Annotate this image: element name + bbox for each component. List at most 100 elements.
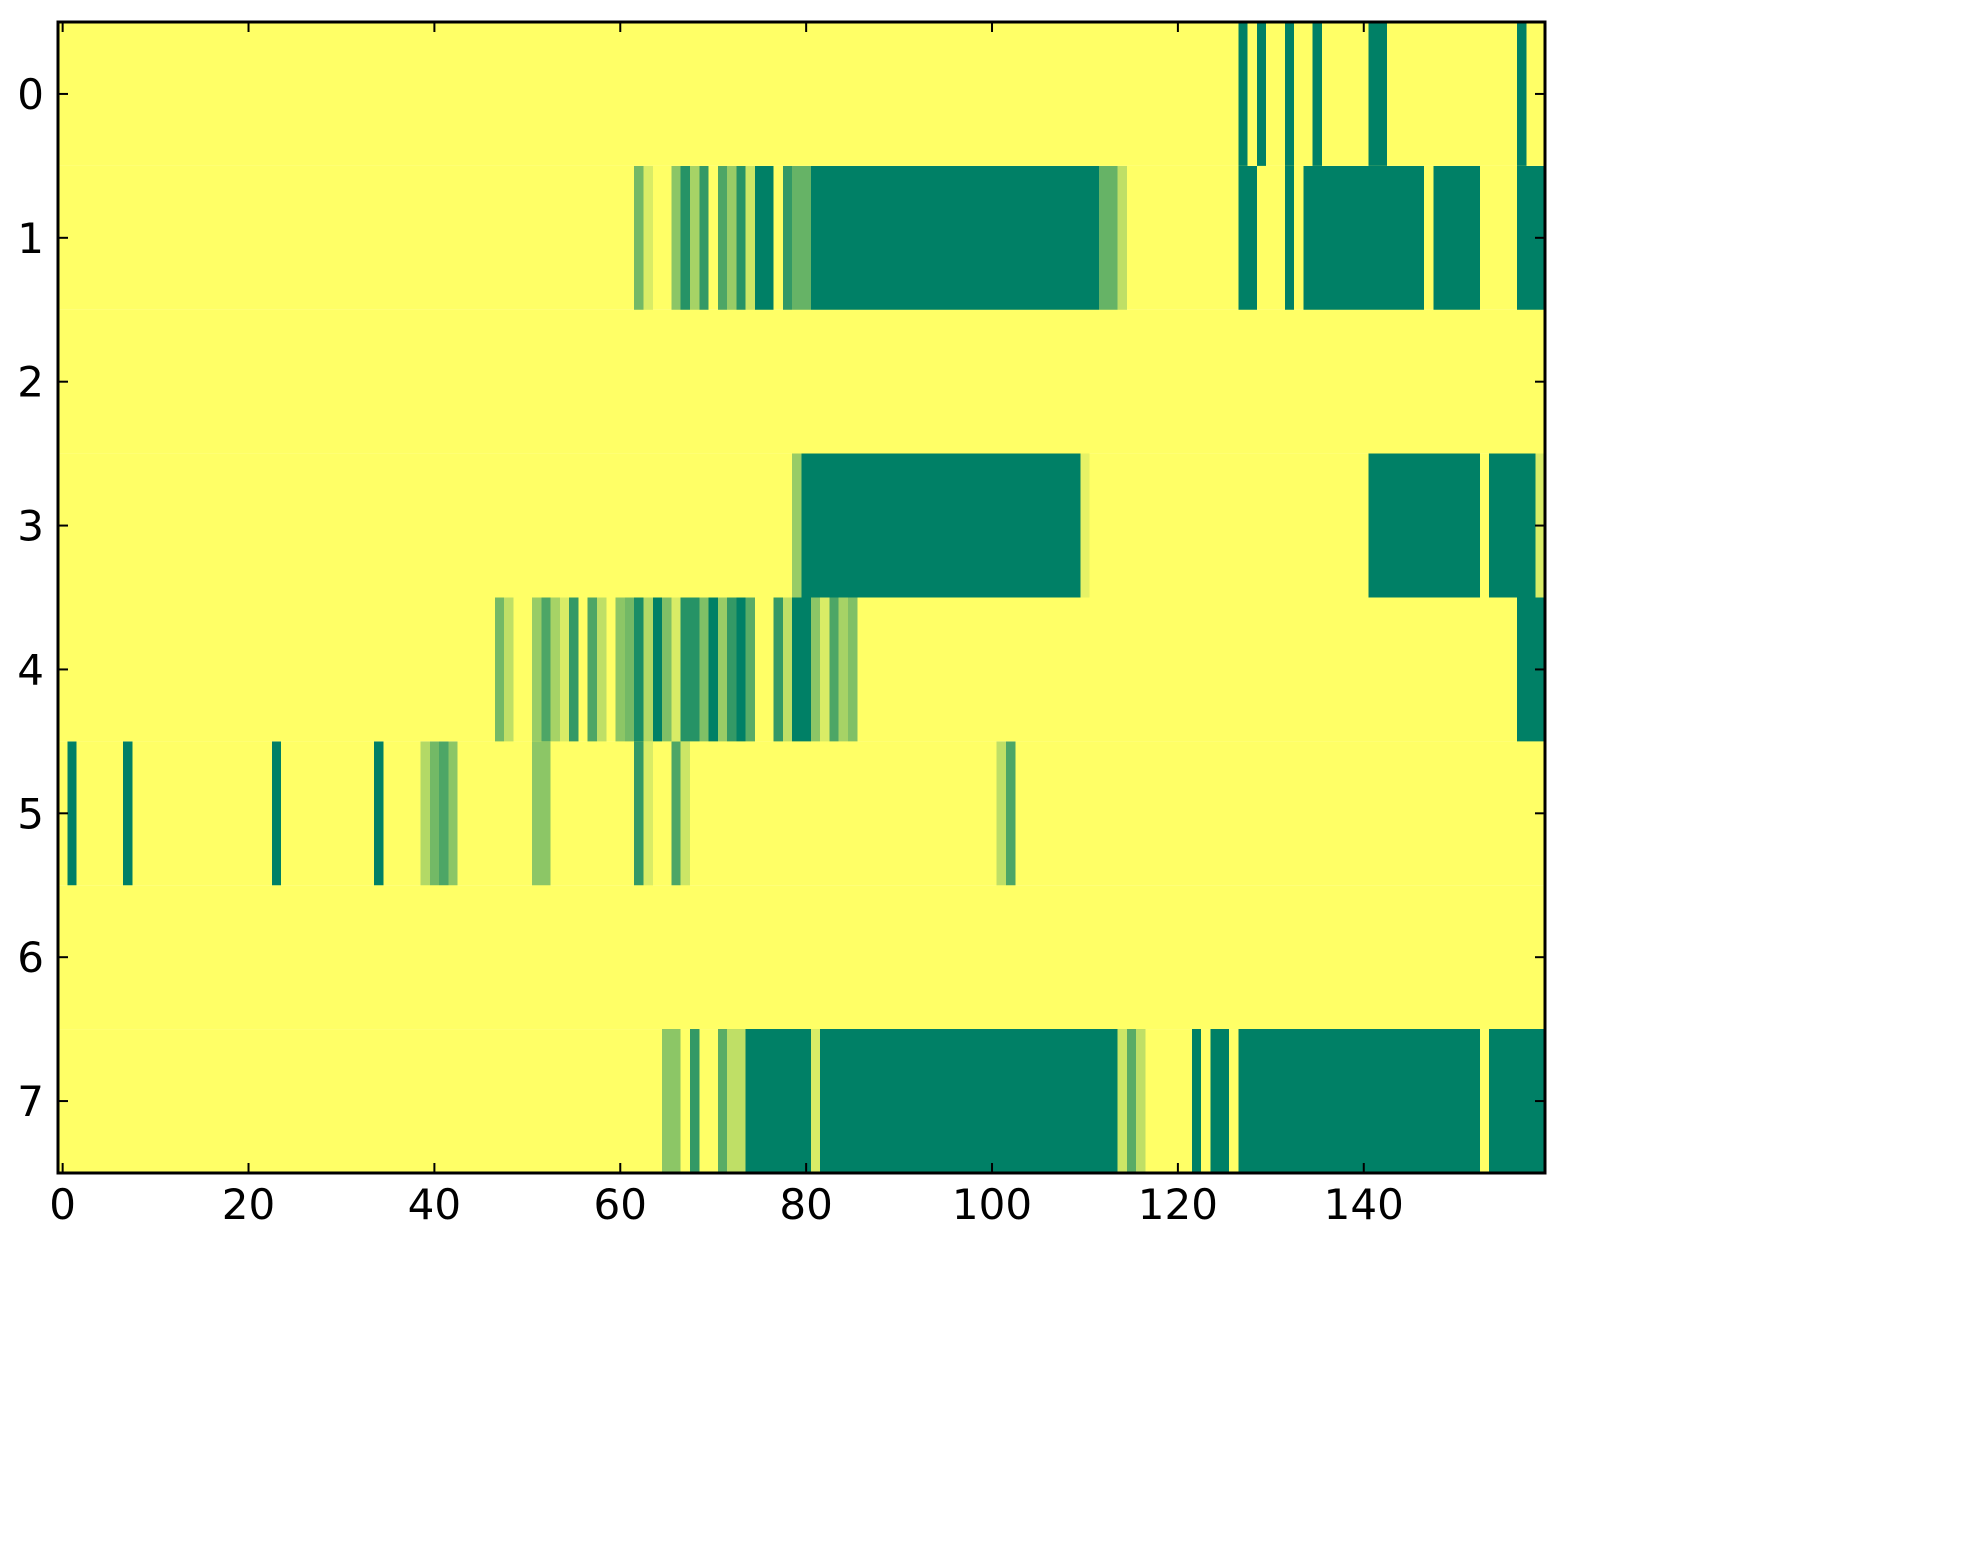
heatmap-cell <box>745 165 756 310</box>
heatmap-cell <box>782 165 793 310</box>
heatmap-cell <box>671 165 681 310</box>
heatmap-cell <box>1136 1029 1146 1173</box>
heatmap-cell <box>504 597 514 742</box>
x-tick-label: 60 <box>594 1180 647 1229</box>
heatmap-cell <box>1517 22 1527 166</box>
x-tick-label: 120 <box>1138 1180 1218 1229</box>
heatmap-cell <box>569 597 579 742</box>
heatmap-cell <box>494 597 505 742</box>
heatmap-cell <box>820 597 830 742</box>
heatmap-cell <box>634 741 644 886</box>
y-tick-label: 5 <box>17 789 44 838</box>
heatmap-cell <box>1238 1029 1480 1173</box>
heatmap-cell <box>643 165 653 310</box>
heatmap-cell <box>624 597 635 742</box>
heatmap-cell <box>810 165 1099 310</box>
heatmap-cell <box>792 453 802 598</box>
heatmap-cell <box>429 741 440 886</box>
y-tick-label: 2 <box>17 358 44 407</box>
heatmap-cell <box>727 597 737 742</box>
heatmap-cell <box>717 1029 728 1173</box>
heatmap-cell <box>847 597 858 742</box>
heatmap-cell <box>736 165 746 310</box>
heatmap-cell <box>1284 22 1295 166</box>
heatmap-cell <box>680 165 690 310</box>
heatmap-cell <box>587 597 598 742</box>
heatmap-cell <box>1303 165 1425 310</box>
heatmap-cell <box>801 453 1081 598</box>
y-tick-label: 6 <box>17 933 44 982</box>
heatmap-cell <box>829 597 839 742</box>
heatmap-cell <box>680 597 700 742</box>
heatmap-cell <box>541 597 551 742</box>
axis-tick-labels: 0 20 40 60 80 100 120 140 0 1 2 3 4 5 6 7 <box>17 70 1404 1229</box>
heatmap-cell <box>717 165 728 310</box>
x-tick-label: 100 <box>952 1180 1032 1229</box>
y-tick-label: 0 <box>17 70 44 119</box>
heatmap-cell <box>420 741 430 886</box>
heatmap-cell <box>662 1029 681 1173</box>
heatmap-cell <box>634 165 644 310</box>
x-tick-label: 40 <box>408 1180 461 1229</box>
heatmap-cell <box>559 597 570 742</box>
heatmap-cell <box>689 165 700 310</box>
y-tick-label: 4 <box>17 645 44 694</box>
heatmap-cell <box>810 1029 821 1173</box>
heatmap-cell <box>1191 1029 1202 1173</box>
y-tick-label: 1 <box>17 214 44 263</box>
x-tick-label: 80 <box>779 1180 832 1229</box>
heatmap-cell <box>755 165 774 310</box>
heatmap-cell <box>736 597 746 742</box>
heatmap-cell <box>1284 165 1295 310</box>
heatmap-cell <box>1256 22 1267 166</box>
heatmap-row-2 <box>58 309 1545 454</box>
heatmap-cells <box>58 22 1545 1173</box>
heatmap-cell <box>838 597 848 742</box>
axis-ticks <box>58 22 1545 1173</box>
heatmap-row-6 <box>58 885 1545 1030</box>
heatmap-cell <box>1368 453 1480 598</box>
heatmap-cell <box>271 741 282 886</box>
heatmap-cell <box>531 597 542 742</box>
heatmap-cell <box>689 1029 700 1173</box>
heatmap-cell <box>123 741 133 886</box>
y-tick-label: 3 <box>17 502 44 551</box>
heatmap-cell <box>727 1029 746 1173</box>
heatmap-cell <box>1238 165 1257 310</box>
heatmap-cell <box>439 741 449 886</box>
heatmap-cell <box>820 1029 1118 1173</box>
heatmap-cell <box>1117 165 1127 310</box>
heatmap-cell <box>448 741 458 886</box>
heatmap-cell <box>597 597 607 742</box>
heatmap-cell <box>1117 1029 1127 1173</box>
heatmap-cell <box>1312 22 1322 166</box>
x-tick-label: 0 <box>49 1180 76 1229</box>
heatmap-cell <box>1210 1029 1230 1173</box>
heatmap-cell <box>792 597 811 742</box>
heatmap-cell <box>708 597 718 742</box>
heatmap-cell <box>792 165 811 310</box>
heatmap-cell <box>699 165 709 310</box>
heatmap-cell <box>717 597 728 742</box>
heatmap-cell <box>1368 22 1388 166</box>
heatmap-cell <box>671 597 681 742</box>
heatmap-cell <box>531 741 551 886</box>
heatmap-row-0 <box>58 22 1545 166</box>
heatmap-cell <box>643 597 653 742</box>
x-tick-label: 140 <box>1324 1180 1404 1229</box>
heatmap-cell <box>67 741 77 886</box>
heatmap-cell <box>1238 22 1248 166</box>
heatmap-cell <box>1489 453 1536 598</box>
heatmap-cell <box>1005 741 1016 886</box>
heatmap-cell <box>634 597 644 742</box>
heatmap-cell <box>1126 1029 1137 1173</box>
y-tick-label: 7 <box>17 1077 44 1126</box>
heatmap-cell <box>996 741 1006 886</box>
heatmap-cell <box>810 597 821 742</box>
heatmap-cell <box>671 741 681 886</box>
heatmap-cell <box>680 741 690 886</box>
heatmap-row-5 <box>58 741 1545 886</box>
heatmap-cell <box>662 597 672 742</box>
heatmap-cell <box>615 597 625 742</box>
